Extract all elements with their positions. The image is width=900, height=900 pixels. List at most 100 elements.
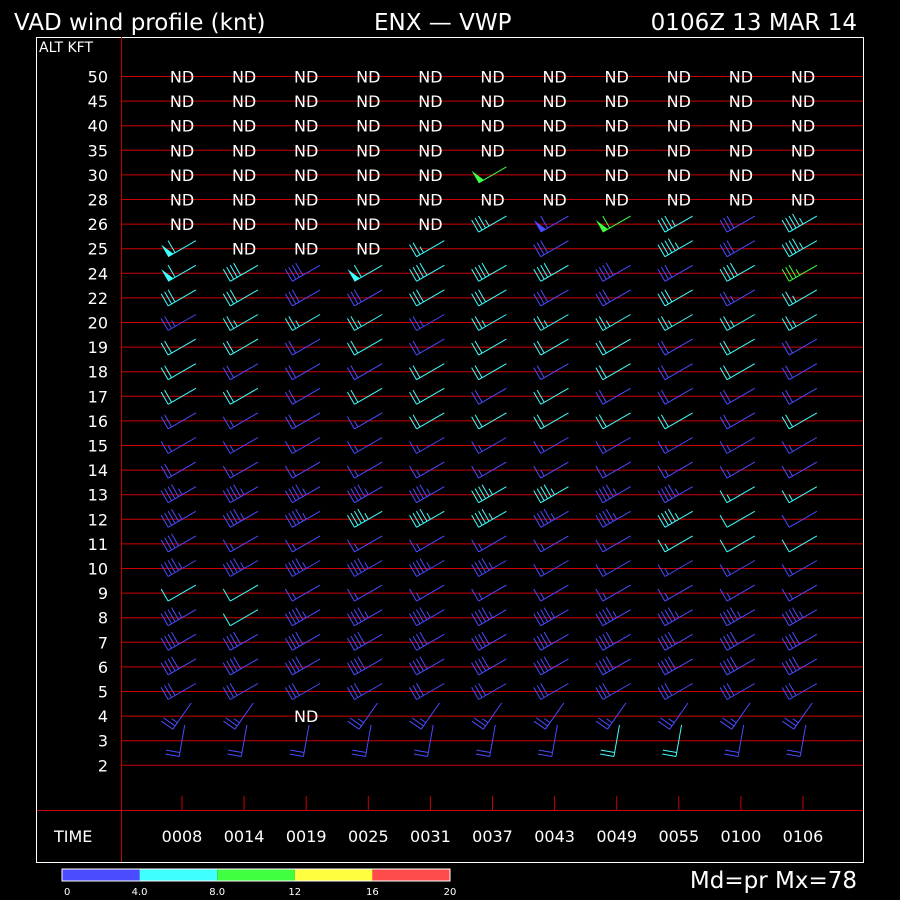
nd-label: ND [729,141,753,160]
wind-barb [595,656,631,676]
nd-label: ND [232,240,256,259]
wind-barb [160,461,197,479]
wind-barb [409,558,445,577]
nd-label: ND [480,68,504,87]
altitude-label: 6 [98,658,108,677]
wind-barb [222,508,259,528]
wind-barb [533,338,569,356]
colorbar-label: 8.0 [209,887,225,898]
wind-barb [471,262,507,282]
nd-label: ND [729,92,753,111]
wind-barb [657,238,693,258]
wind-barb [161,702,192,730]
wind-barb [595,262,631,282]
wind-barb [781,338,818,356]
wind-barb [347,631,383,651]
time-label: 0055 [658,827,699,846]
wind-barb [657,584,693,602]
wind-barb [724,724,745,757]
wind-barb [222,314,259,331]
wind-barb [719,607,756,627]
wind-barb [409,240,445,258]
wind-barb [786,724,807,757]
wind-barb [533,289,569,307]
wind-barb [657,437,693,454]
altitude-label: 20 [88,314,108,333]
wind-barb [781,631,818,651]
wind-barb [533,461,569,479]
wind-barb [222,558,259,577]
colorbar-frame [61,868,451,882]
wind-barb [719,656,756,676]
wind-barb [657,560,693,577]
max-speed-info: Md=pr Mx=78 [690,868,857,894]
wind-barb [595,215,631,233]
time-label: 0014 [224,827,265,846]
wind-barb [284,508,321,528]
wind-barb [719,631,756,651]
wind-barb [533,314,569,331]
wind-barb [657,484,693,504]
wind-barb [719,461,756,479]
altitude-label: 8 [98,609,108,628]
nd-label: ND [294,141,318,160]
wind-barb [160,437,197,454]
wind-barb [719,510,756,528]
wind-barb [227,724,248,757]
nd-label: ND [605,92,629,111]
wind-barb [409,412,445,430]
wind-barb [222,437,259,454]
wind-barb [347,314,383,331]
wind-barb [595,437,631,454]
wind-barb [781,213,818,233]
wind-barb [409,289,445,307]
wind-barb [719,262,756,282]
nd-label: ND [667,68,691,87]
altitude-label: 16 [88,412,108,431]
wind-barb [347,387,383,405]
nd-label: ND [356,141,380,160]
wind-barb [533,508,569,528]
wind-barb [347,508,383,528]
nd-label: ND [542,92,566,111]
wind-barb [595,412,631,430]
wind-barb [657,535,693,553]
wind-barb [165,724,186,757]
wind-barb [409,683,445,700]
wind-barb [595,683,631,700]
wind-barb [657,607,693,627]
wind-barb [657,656,693,676]
nd-label: ND [294,191,318,210]
nd-label: ND [418,117,442,136]
wind-barb [347,584,383,602]
wind-barb [284,314,321,331]
colorbar-label: 0 [64,887,70,898]
wind-barb [222,461,259,479]
nd-label: ND [356,240,380,259]
wind-barb [160,508,197,528]
wind-barb [781,412,818,430]
wind-barb [595,702,627,730]
altitude-label: 28 [88,191,108,210]
wind-barb [781,584,818,602]
wind-barb [657,631,693,651]
nd-label: ND [667,191,691,210]
altitude-label: 50 [88,68,108,87]
wind-barb [471,702,503,730]
wind-barb [471,683,507,700]
nd-label: ND [791,191,815,210]
wind-barb [160,558,197,577]
wind-barb [719,560,756,577]
wind-barb [719,702,751,730]
nd-label: ND [170,191,194,210]
nd-label: ND [170,117,194,136]
wind-barb [284,607,321,627]
wind-barb [284,631,321,651]
wind-barb [781,560,818,577]
wind-barb [471,387,507,405]
wind-barb [781,461,818,479]
wind-barb [781,314,818,331]
wind-barb [533,584,569,602]
wind-barb [347,656,383,676]
wind-barb [533,656,569,676]
